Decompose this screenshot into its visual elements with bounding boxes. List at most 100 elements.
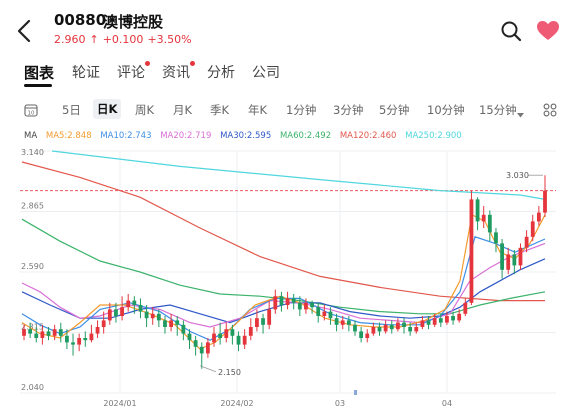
candle-body xyxy=(71,342,75,345)
min-price-annotation: 2.150 xyxy=(218,368,241,377)
y-tick-label: 2.865 xyxy=(21,202,44,211)
candle-body xyxy=(481,214,486,222)
candle-body xyxy=(175,320,180,325)
candle-body xyxy=(34,333,39,338)
y-tick-label: 2.040 xyxy=(21,383,44,392)
x-tick-label: 2024/02 xyxy=(220,399,253,408)
candle-body xyxy=(285,298,290,305)
period-5day[interactable]: 5日 xyxy=(62,103,81,117)
candle-body xyxy=(334,318,339,325)
ma-line-ma250 xyxy=(51,150,546,200)
heart-icon[interactable] xyxy=(537,21,559,41)
tab-analysis[interactable]: 分析 xyxy=(207,62,235,82)
period-3min[interactable]: 3分钟 xyxy=(333,103,364,117)
candle-body xyxy=(438,318,443,323)
tab-active-underline xyxy=(24,84,52,87)
tab-news-label: 资讯 xyxy=(162,65,190,81)
candle-body xyxy=(445,316,449,323)
candle-body xyxy=(463,302,468,314)
candle-body xyxy=(267,309,272,325)
x-tick-label: 2024/01 xyxy=(103,399,136,408)
max-price-annotation: 3.030 xyxy=(506,171,529,180)
candle-body xyxy=(150,313,155,319)
ma60-value: MA60:2.492 xyxy=(279,131,332,141)
candle-body xyxy=(414,327,419,332)
tab-chart[interactable]: 图表 xyxy=(24,62,55,87)
candle-body xyxy=(224,329,229,338)
candle-body xyxy=(101,320,106,327)
period-weekly-k[interactable]: 周K xyxy=(135,103,155,117)
tab-chart-label: 图表 xyxy=(24,64,55,82)
period-yearly-k[interactable]: 年K xyxy=(248,103,268,117)
candle-body xyxy=(389,324,394,330)
candle-body xyxy=(230,329,235,336)
ma30-value: MA30:2.595 xyxy=(220,131,272,141)
candle-body xyxy=(457,313,462,321)
candle-body xyxy=(475,199,480,222)
candle-body xyxy=(297,302,302,310)
tab-warrants[interactable]: 轮证 xyxy=(72,62,100,82)
candle-body xyxy=(322,311,327,316)
candle-body xyxy=(279,296,284,305)
candle-body xyxy=(530,221,535,237)
tab-comments[interactable]: 评论 xyxy=(117,61,150,82)
candle-body xyxy=(487,214,492,233)
y-tick-label: 2.590 xyxy=(21,262,44,271)
candle-body xyxy=(205,342,210,354)
tab-news[interactable]: 资讯 xyxy=(162,61,195,82)
notification-dot xyxy=(145,61,150,66)
period-monthly-k[interactable]: 月K xyxy=(173,103,193,117)
candle-body xyxy=(395,322,400,330)
candle-body xyxy=(236,335,241,345)
candle-body xyxy=(89,333,94,341)
period-10min[interactable]: 10分钟 xyxy=(427,103,465,117)
search-icon[interactable] xyxy=(500,20,522,42)
candle-body xyxy=(248,327,253,336)
candle-body xyxy=(316,307,321,316)
period-daily-k[interactable]: 日K xyxy=(93,99,122,119)
x-tick-label: 04 xyxy=(442,399,452,408)
notification-dot xyxy=(190,61,195,66)
candle-body xyxy=(212,333,216,343)
candle-body xyxy=(255,318,259,327)
period-5min[interactable]: 5分钟 xyxy=(379,103,410,117)
candle-body xyxy=(107,309,112,321)
candle-body xyxy=(304,302,308,310)
candle-body xyxy=(359,331,364,338)
candle-body xyxy=(371,327,376,334)
grid-layout-icon[interactable] xyxy=(543,103,557,120)
tab-warrants-label: 轮证 xyxy=(72,65,100,81)
ma250-value: MA250:2.900 xyxy=(405,131,462,141)
back-chevron-icon[interactable] xyxy=(14,18,36,44)
candle-body xyxy=(408,327,413,332)
period-15min[interactable]: 15分钟 xyxy=(479,103,517,117)
candle-body xyxy=(83,338,88,341)
period-quarterly-k[interactable]: 季K xyxy=(210,103,230,117)
tab-company[interactable]: 公司 xyxy=(252,62,280,82)
period-1min[interactable]: 1分钟 xyxy=(286,103,317,117)
candle-body xyxy=(261,318,265,325)
up-arrow-icon: ↑ xyxy=(89,33,99,46)
calendar-icon[interactable]: 10 xyxy=(24,103,38,120)
candle-body xyxy=(22,329,26,336)
candle-body xyxy=(310,302,314,308)
candle-body xyxy=(426,320,431,325)
price-quote: 2.960 ↑ +0.100 +3.50% xyxy=(54,33,196,46)
candle-body xyxy=(114,309,118,316)
candle-body xyxy=(420,320,425,327)
timeline-marker xyxy=(354,390,357,395)
candle-body xyxy=(346,320,351,325)
candle-body xyxy=(451,316,455,321)
ma-line-ma20 xyxy=(21,242,546,328)
candle-body xyxy=(52,329,57,336)
candle-body xyxy=(506,254,511,270)
ma-legend-label: MA xyxy=(24,131,38,141)
ma10-value: MA10:2.743 xyxy=(100,131,152,141)
dropdown-arrow-icon[interactable] xyxy=(517,107,524,121)
candle-body xyxy=(199,346,204,354)
candle-body xyxy=(169,320,174,327)
tab-company-label: 公司 xyxy=(252,65,280,81)
candle-body xyxy=(432,318,437,325)
candle-body xyxy=(181,324,186,334)
